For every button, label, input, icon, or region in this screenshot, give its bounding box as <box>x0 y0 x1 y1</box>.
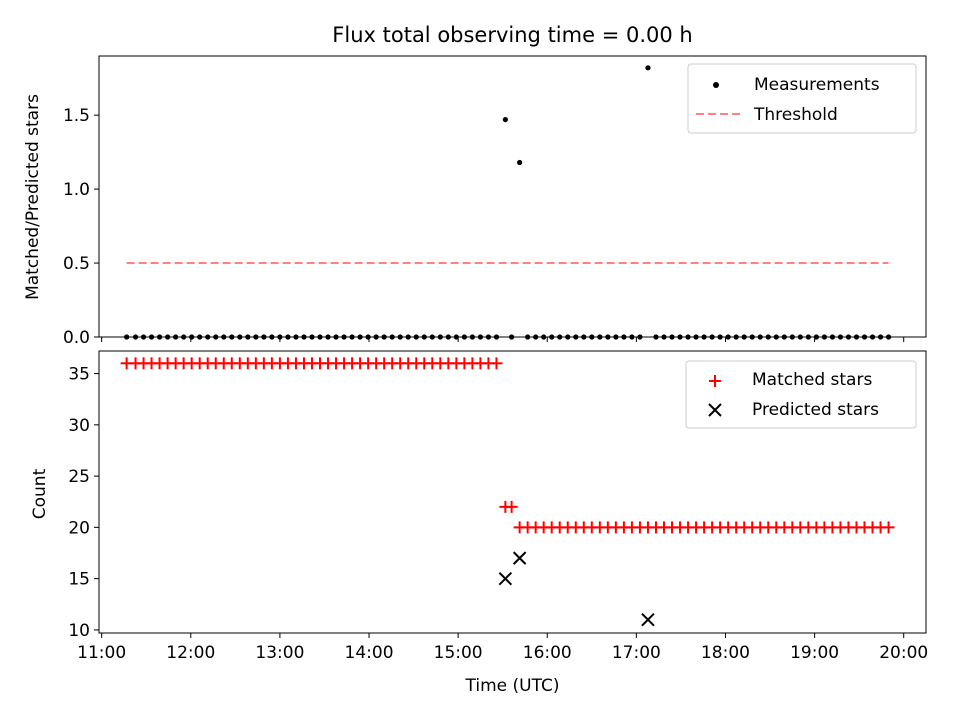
predicted-stars-point <box>512 551 527 565</box>
panel1-y-tick-label: 25 <box>68 467 90 487</box>
panel0-y-tick-label: 0.0 <box>63 328 90 348</box>
bottom-y-axis-label: Count <box>30 468 50 519</box>
legend-measurements-marker <box>713 82 719 88</box>
x-tick-label: 18:00 <box>701 643 750 663</box>
bottom-legend-box <box>685 360 917 429</box>
measurement-point <box>517 159 523 166</box>
x-tick-label: 16:00 <box>523 643 572 663</box>
panel0-y-tick-label: 1.5 <box>63 106 90 126</box>
legend-threshold-label: Threshold <box>753 105 838 125</box>
matched-stars-point <box>490 357 503 370</box>
top-legend: Measurements Threshold <box>687 63 917 134</box>
legend-predicted-label: Predicted stars <box>752 400 879 420</box>
panel1-axes-frame <box>98 350 927 634</box>
panel1-y-tick-label: 10 <box>68 621 90 641</box>
predicted-stars-point <box>498 571 513 586</box>
measurement-point <box>502 116 508 123</box>
panel0-y-tick-label: 0.5 <box>63 254 90 274</box>
panel1-y-tick-label: 35 <box>68 365 90 385</box>
top-legend-box <box>687 63 917 134</box>
top-plot: 0.0 0.5 1.0 1.5 <box>63 55 927 348</box>
legend-matched-label: Matched stars <box>752 370 872 390</box>
x-tick-label: 20:00 <box>879 643 928 663</box>
x-tick-label: 15:00 <box>434 643 483 663</box>
panel0-y-tick-label: 1.0 <box>63 180 90 200</box>
bottom-legend: Matched stars Predicted stars <box>685 360 917 429</box>
panel1-y-tick-label: 30 <box>68 416 90 436</box>
top-y-axis-label: Matched/Predicted stars <box>23 94 43 300</box>
panel1-y-tick-label: 20 <box>68 518 90 538</box>
x-tick-label: 19:00 <box>790 643 839 663</box>
predicted-stars-point <box>641 612 655 627</box>
panel1-y-tick-label: 15 <box>68 570 90 590</box>
x-tick-label: 14:00 <box>345 643 394 663</box>
x-tick-label: 12:00 <box>166 643 215 663</box>
legend-matched-marker <box>709 375 721 387</box>
bottom-x-axis-label: Time (UTC) <box>465 676 560 696</box>
bottom-plot: 10 15 20 25 30 35 11:00 12:00 13:00 14:00 15:00 16:… <box>68 350 928 663</box>
top-chart-title: Flux total observing time = 0.00 h <box>332 23 692 47</box>
x-tick-label: 11:00 <box>77 643 126 663</box>
panel0-axes-frame <box>98 55 927 338</box>
legend-predicted-marker <box>708 403 722 417</box>
x-tick-label: 13:00 <box>255 643 304 663</box>
legend-measurements-label: Measurements <box>754 75 880 95</box>
x-tick-label: 17:00 <box>612 643 661 663</box>
matched-stars-point <box>882 521 895 534</box>
measurement-point <box>645 65 651 71</box>
matched-stars-point <box>505 500 518 513</box>
